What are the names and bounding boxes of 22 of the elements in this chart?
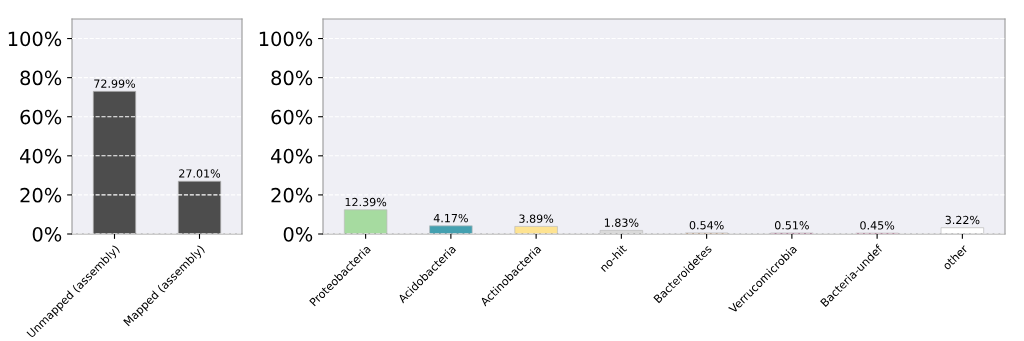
data-label: 72.99%: [94, 79, 136, 88]
y-tick-label: 100%: [8, 31, 62, 47]
y-tick-label: 60%: [20, 109, 62, 125]
data-label: 3.22%: [945, 215, 980, 225]
data-label: 1.83%: [604, 218, 639, 227]
y-tick-label: 80%: [20, 70, 62, 86]
data-label: 0.54%: [689, 221, 724, 230]
data-label: 3.89%: [519, 214, 554, 223]
y-tick-label: 100%: [259, 31, 313, 47]
data-label: 0.45%: [860, 221, 895, 230]
data-label: 4.17%: [433, 213, 468, 223]
y-tick-label: 20%: [271, 187, 313, 203]
data-label: 27.01%: [179, 169, 221, 178]
y-tick-label: 0%: [283, 226, 313, 242]
y-tick-label: 40%: [20, 148, 62, 164]
data-label: 0.51%: [774, 221, 809, 230]
y-tick-label: 0%: [32, 226, 62, 242]
y-tick-label: 40%: [271, 148, 313, 164]
y-tick-label: 80%: [271, 70, 313, 86]
data-label: 12.39%: [345, 197, 387, 207]
y-tick-label: 60%: [271, 109, 313, 125]
y-tick-label: 20%: [20, 187, 62, 203]
